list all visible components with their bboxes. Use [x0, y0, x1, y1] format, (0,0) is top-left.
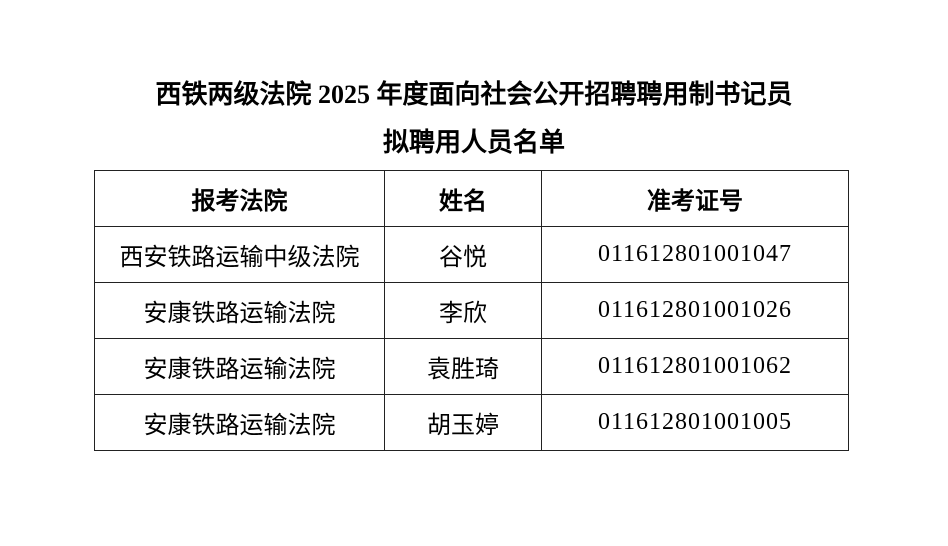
document-title: 西铁两级法院 2025 年度面向社会公开招聘聘用制书记员 — [155, 80, 793, 109]
cell-court: 西安铁路运输中级法院 — [94, 226, 385, 283]
table-row: 西安铁路运输中级法院 谷悦 011612801001047 — [94, 226, 849, 283]
cell-court: 安康铁路运输法院 — [94, 394, 385, 451]
cell-court: 安康铁路运输法院 — [94, 338, 385, 395]
header-name: 姓名 — [384, 170, 542, 227]
cell-ticket: 011612801001005 — [541, 394, 849, 451]
cell-name: 谷悦 — [384, 226, 542, 283]
cell-name: 胡玉婷 — [384, 394, 542, 451]
table-row: 安康铁路运输法院 袁胜琦 011612801001062 — [94, 338, 849, 395]
header-court: 报考法院 — [94, 170, 385, 227]
cell-ticket: 011612801001062 — [541, 338, 849, 395]
cell-ticket: 011612801001047 — [541, 226, 849, 283]
cell-name: 李欣 — [384, 282, 542, 339]
table-row: 安康铁路运输法院 李欣 011612801001026 — [94, 282, 849, 339]
cell-ticket: 011612801001026 — [541, 282, 849, 339]
table-row: 安康铁路运输法院 胡玉婷 011612801001005 — [94, 394, 849, 451]
document-subtitle: 拟聘用人员名单 — [382, 128, 565, 157]
header-ticket: 准考证号 — [541, 170, 849, 227]
table-header-row: 报考法院 姓名 准考证号 — [94, 170, 849, 227]
candidate-table: 报考法院 姓名 准考证号 西安铁路运输中级法院 谷悦 0116128010010… — [94, 170, 849, 451]
cell-court: 安康铁路运输法院 — [94, 282, 385, 339]
cell-name: 袁胜琦 — [384, 338, 542, 395]
